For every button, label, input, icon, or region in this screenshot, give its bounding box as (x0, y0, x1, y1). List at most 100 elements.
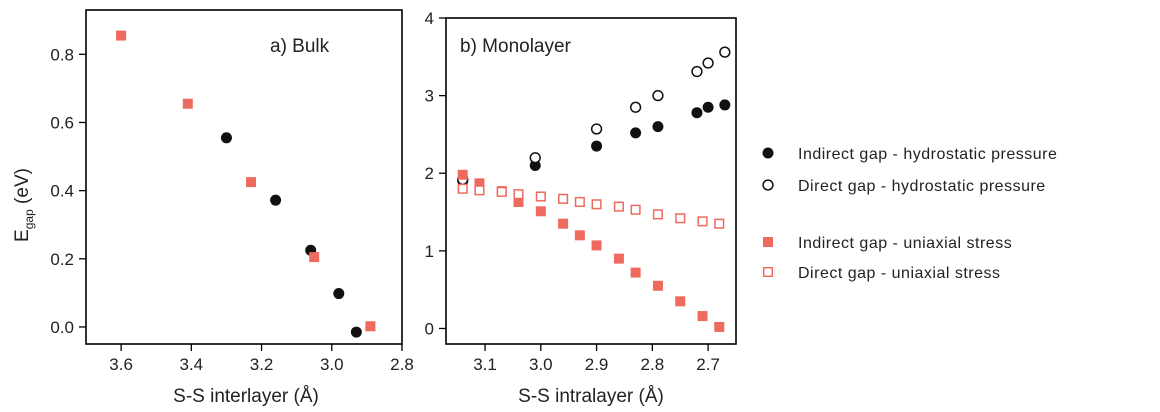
legend-label: Indirect gap - uniaxial stress (798, 235, 1012, 252)
panel-a-filled-circle-point (350, 326, 362, 338)
panel-b-x-tick-label: 2.8 (641, 355, 665, 374)
panel-b-filled-square-point (675, 296, 686, 307)
panel-b-open-square-point (513, 189, 524, 200)
panel-a-filled-square-point (182, 98, 193, 109)
legend-label: Indirect gap - hydrostatic pressure (798, 146, 1057, 163)
panel-b-filled-square-point (513, 196, 524, 207)
legend-entry: Direct gap - hydrostatic pressure (762, 178, 1046, 195)
panel-b-filled-square-point (474, 178, 485, 189)
panel-b-open-circle-point (719, 46, 731, 58)
panel-b-open-square-point (535, 191, 546, 202)
panel-a-y-tick-label: 0.8 (50, 45, 74, 64)
panel-b-x-tick-label: 2.7 (696, 355, 720, 374)
panel-b-filled-circle-point (591, 140, 603, 152)
panel-b-open-square-point (697, 216, 708, 227)
panel-a-y-axis-title: Egap (eV) (12, 168, 36, 242)
panel-b-filled-square-point (457, 169, 468, 180)
panel-b-filled-square-point (613, 253, 624, 264)
panel-b-filled-circle-point (691, 107, 703, 119)
panel-b-y-tick-label: 2 (425, 164, 434, 183)
panel-a-filled-circle-point (220, 132, 232, 144)
panel-b-frame (445, 17, 737, 345)
panel-b-open-circle-point (691, 65, 703, 78)
panel-b-open-square-point (675, 213, 686, 224)
panel-b-x-tick-label: 2.9 (585, 355, 609, 374)
panel-b-open-circle-point (590, 123, 603, 135)
panel-b-open-square-point (574, 196, 585, 208)
panel-b-y-ticks: 0 1 2 3 4 (425, 9, 446, 338)
panel-b-open-square-point (714, 218, 725, 229)
panel-b-x-tick-label: 3.0 (529, 355, 553, 374)
panel-a-x-ticks: 3.6 3.4 3.2 3.0 2.8 (109, 344, 414, 374)
panel-a-label: a) Bulk (270, 36, 330, 57)
legend-entry: Direct gap - uniaxial stress (762, 265, 1001, 282)
legend-marker-filled-circle (762, 147, 774, 159)
panel-a-x-tick-label: 3.0 (320, 355, 344, 374)
panel-b-y-tick-label: 1 (425, 242, 434, 261)
panel-b-open-square-point (591, 199, 602, 210)
legend-label: Direct gap - hydrostatic pressure (798, 178, 1046, 195)
legend-label: Direct gap - uniaxial stress (798, 265, 1001, 282)
panel-b-x-ticks: 3.1 3.0 2.9 2.8 2.7 (473, 344, 720, 374)
panel-b-filled-circle-point (719, 99, 731, 111)
panel-b-filled-square-point (652, 280, 663, 291)
panel-b-filled-square-point (714, 321, 725, 332)
panel-b-filled-square-point (535, 206, 546, 217)
panel-a-y-tick-label: 0.4 (50, 182, 74, 201)
panel-a-filled-square-point (309, 252, 320, 263)
panel-a-x-tick-label: 2.8 (390, 355, 414, 374)
panel-b-open-square-point (558, 193, 569, 204)
panel-a-filled-square-point (365, 321, 376, 332)
panel-a-filled-square-point (116, 30, 127, 41)
y-axis-title-subscript: gap (22, 209, 36, 229)
panel-b-x-axis-title: S-S intralayer (Å) (518, 386, 664, 407)
panel-b-open-circle-point (529, 152, 541, 164)
panel-b-filled-square-point (591, 240, 602, 251)
panel-b-filled-circle-point (630, 127, 642, 139)
panel-b-y-tick-label: 0 (425, 319, 434, 338)
panel-b-data-points (457, 46, 731, 332)
panel-a-x-axis-title: S-S interlayer (Å) (173, 386, 319, 407)
panel-b-open-square-point (457, 183, 468, 194)
panel-b-filled-square-point (630, 267, 641, 278)
panel-b-open-circle-point (629, 101, 642, 113)
panel-a-filled-circle-point (270, 194, 282, 206)
panel-a-y-tick-label: 0.2 (50, 250, 74, 269)
panel-b-y-tick-label: 4 (425, 9, 434, 28)
panel-a-filled-square-point (246, 177, 257, 188)
panel-a-y-ticks: 0.0 0.2 0.4 0.6 0.8 (50, 45, 86, 337)
panel-b-open-square-point (630, 204, 641, 215)
panel-a-y-tick-label: 0.6 (50, 113, 74, 132)
panel-b-open-square-point (474, 185, 485, 196)
panel-a-frame (85, 9, 403, 345)
legend: Indirect gap - hydrostatic pressure Direc… (762, 146, 1057, 282)
panel-b-filled-square-point (574, 230, 585, 241)
panel-b-filled-square-point (558, 218, 569, 229)
panel-b-x-tick-label: 3.1 (473, 355, 497, 374)
y-axis-title-main: E (12, 229, 33, 242)
panel-a-data-points (116, 30, 376, 338)
panel-a-x-tick-label: 3.6 (109, 355, 133, 374)
panel-b-open-circle-point (702, 57, 714, 69)
panel-b-label: b) Monolayer (460, 36, 572, 57)
panel-a-x-tick-label: 3.2 (250, 355, 274, 374)
legend-entry: Indirect gap - hydrostatic pressure (762, 146, 1057, 163)
legend-entry: Indirect gap - uniaxial stress (763, 235, 1012, 252)
panel-b-open-square-point (652, 209, 663, 220)
panel-b-open-square-point (496, 186, 507, 197)
panel-a-filled-circle-point (333, 288, 345, 300)
panel-a-x-tick-label: 3.4 (180, 355, 204, 374)
panel-b-y-tick-label: 3 (425, 87, 434, 106)
legend-marker-open-square (762, 266, 774, 278)
y-axis-title-unit: (eV) (12, 168, 33, 209)
panel-a-y-tick-label: 0.0 (50, 318, 74, 337)
panel-b-filled-circle-point (702, 101, 714, 113)
panel-a-bulk: 3.6 3.4 3.2 3.0 2.8 0.00.20.40.60.8 a) Bulk … (12, 9, 414, 407)
panel-b-filled-circle-point (529, 159, 541, 171)
legend-marker-open-circle (762, 179, 774, 191)
panel-b-open-square-point (613, 201, 624, 212)
panel-b-monolayer: 3.1 3.0 2.9 2.8 2.7 0 1 2 3 4 b) Monolayer S-S i… (425, 9, 737, 407)
panel-b-open-circle-point (652, 89, 664, 102)
panel-b-filled-circle-point (652, 121, 664, 133)
